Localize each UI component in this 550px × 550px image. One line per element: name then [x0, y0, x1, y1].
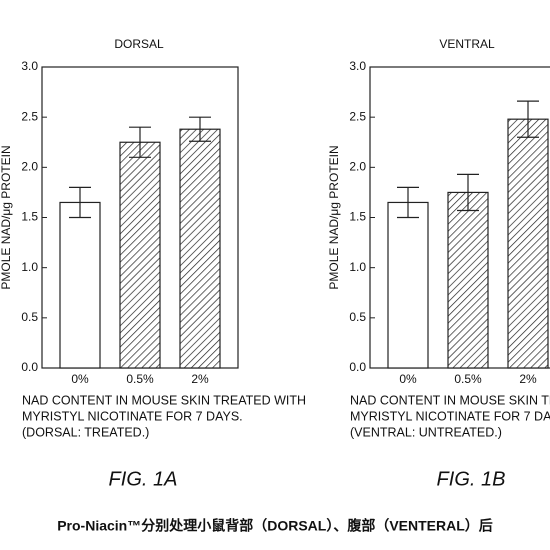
caption-line: MYRISTYL NICOTINATE FOR 7 DAYS.: [22, 409, 243, 423]
y-axis-label: PMOLE NAD/μg PROTEIN: [0, 145, 13, 289]
bar: [387, 201, 429, 369]
x-tick-label: 0.5%: [454, 372, 482, 386]
y-tick-label: 1.5: [21, 210, 38, 224]
x-tick-label: 0%: [71, 372, 89, 386]
y-tick-label: 0.5: [349, 310, 366, 324]
caption-line: (DORSAL: TREATED.): [22, 425, 149, 439]
caption-line: MYRISTYL NICOTINATE FOR 7 DAYS.: [350, 409, 550, 423]
y-tick-label: 0.5: [21, 310, 38, 324]
caption-line: NAD CONTENT IN MOUSE SKIN TREATED WITH: [22, 393, 306, 407]
x-tick-label: 0%: [399, 372, 417, 386]
chart-title: VENTRAL: [439, 37, 495, 51]
figure-label: FIG. 1A: [109, 468, 178, 490]
y-tick-label: 3.0: [349, 59, 366, 73]
y-axis-label: PMOLE NAD/μg PROTEIN: [327, 145, 341, 289]
y-tick-label: 2.5: [21, 109, 38, 123]
x-tick-label: 0.5%: [126, 372, 154, 386]
y-tick-label: 1.5: [349, 210, 366, 224]
x-tick-label: 2%: [191, 372, 209, 386]
caption-line: NAD CONTENT IN MOUSE SKIN TREATED WITH: [350, 393, 550, 407]
y-tick-label: 0.0: [21, 360, 38, 374]
caption-line: (VENTRAL: UNTREATED.): [350, 425, 502, 439]
bar: [447, 191, 489, 369]
footer: Pro-Niacin™分别处理小鼠背部（DORSAL）、腹部（VENTERAL）…: [57, 518, 493, 534]
bar: [179, 128, 221, 369]
y-tick-label: 2.0: [349, 160, 366, 174]
chart-title: DORSAL: [114, 37, 164, 51]
bar: [507, 118, 549, 369]
y-tick-label: 3.0: [21, 59, 38, 73]
y-tick-label: 2.0: [21, 160, 38, 174]
y-tick-label: 1.0: [349, 260, 366, 274]
x-tick-label: 2%: [519, 372, 537, 386]
bar: [119, 141, 161, 369]
y-tick-label: 2.5: [349, 109, 366, 123]
figure-label: FIG. 1B: [437, 468, 506, 490]
bar: [59, 201, 101, 369]
y-tick-label: 1.0: [21, 260, 38, 274]
y-tick-label: 0.0: [349, 360, 366, 374]
